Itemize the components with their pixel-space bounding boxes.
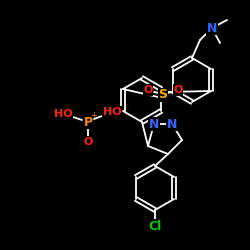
Text: O: O: [143, 85, 153, 95]
Text: O: O: [83, 137, 93, 147]
Text: N: N: [207, 22, 217, 35]
Text: N: N: [149, 118, 159, 130]
Text: +: +: [90, 112, 98, 120]
Text: N: N: [167, 118, 177, 130]
Text: Cl: Cl: [148, 220, 162, 232]
Text: P: P: [84, 116, 92, 128]
Text: S: S: [158, 88, 168, 102]
Text: O: O: [173, 85, 183, 95]
Text: HO: HO: [103, 107, 121, 117]
Text: HO: HO: [54, 109, 72, 119]
